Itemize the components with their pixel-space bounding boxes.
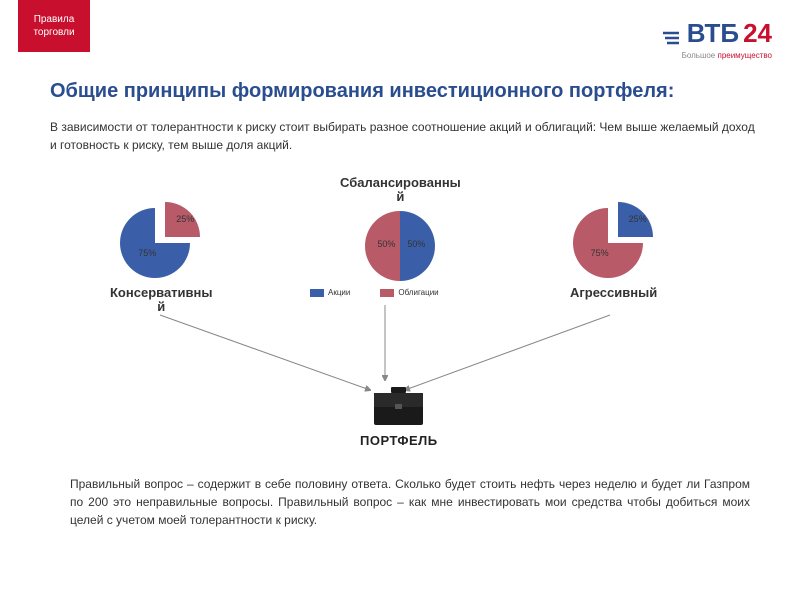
conservative-title: Консервативный <box>110 286 212 315</box>
legend-swatch-bonds <box>380 289 394 297</box>
legend-stocks: Акции <box>310 288 350 297</box>
legend-bonds: Облигации <box>380 288 438 297</box>
chart-area: Сбалансированный 50% 50% 25% 75% Консерв… <box>0 168 800 408</box>
briefcase-icon <box>371 385 426 427</box>
trading-rules-tab: Правилаторговли <box>18 0 90 52</box>
aggressive-title: Агрессивный <box>570 286 657 300</box>
logo-vtb-text: ВТБ <box>687 18 739 49</box>
footer-text: Правильный вопрос – содержит в себе поло… <box>70 475 750 529</box>
legend-bonds-label: Облигации <box>398 288 438 297</box>
pie-label: 50% <box>377 239 395 249</box>
intro-text: В зависимости от толерантности к риску с… <box>50 118 760 154</box>
pie-label: 50% <box>407 239 425 249</box>
balanced-pie: 50% 50% <box>365 211 435 281</box>
balanced-chart: Сбалансированный 50% 50% <box>340 176 461 281</box>
balanced-title: Сбалансированный <box>340 176 461 205</box>
legend-swatch-stocks <box>310 289 324 297</box>
briefcase-label: ПОРТФЕЛЬ <box>360 433 438 448</box>
conservative-pie-slice <box>130 202 200 272</box>
aggressive-chart: 25% 75% Агрессивный <box>570 208 657 306</box>
logo-24-text: 24 <box>743 18 772 49</box>
page-title: Общие принципы формирования инвестиционн… <box>50 80 770 103</box>
aggressive-pie-slice <box>583 202 653 272</box>
portfolio-block: ПОРТФЕЛЬ <box>360 385 438 448</box>
chart-legend: Акции Облигации <box>310 288 439 297</box>
conservative-chart: 25% 75% Консервативный <box>110 208 212 321</box>
vtb24-logo: ВТБ24 Большое преимущество <box>661 18 772 60</box>
wing-icon <box>661 24 681 44</box>
logo-tagline: Большое преимущество <box>661 51 772 60</box>
legend-stocks-label: Акции <box>328 288 350 297</box>
